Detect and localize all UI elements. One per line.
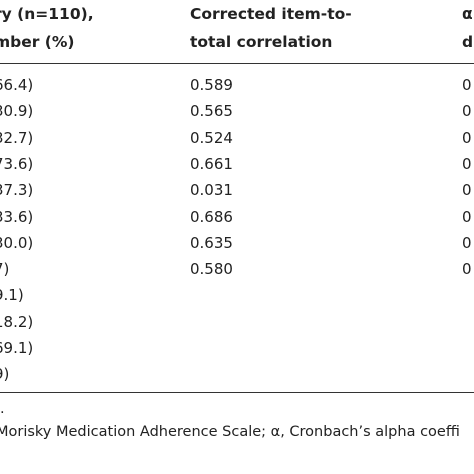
table-cell: 37.3): [0, 181, 34, 200]
table-cell: 0: [462, 128, 472, 147]
footnote: l.: [0, 401, 5, 417]
table-cell: 0.635: [190, 233, 233, 252]
table-cell: 66.4): [0, 76, 34, 94]
table-cell: 0.589: [190, 76, 233, 94]
table-cell: 0: [462, 76, 472, 94]
table-cell: 0.031: [190, 181, 233, 200]
header-cell: mber (%): [0, 33, 75, 51]
table-cell: 0: [462, 102, 472, 121]
footnote: Morisky Medication Adherence Scale; α, C…: [0, 424, 460, 440]
table-cell: 69.1): [0, 339, 34, 357]
table-cell: 9): [0, 365, 10, 384]
table-cell: 18.2): [0, 312, 34, 331]
table-cell: 0.686: [190, 207, 233, 226]
table-cell: 0.580: [190, 260, 233, 279]
table-cell: 9.1): [0, 286, 24, 305]
header-rule: [0, 63, 474, 64]
header-cell: d: [462, 33, 474, 51]
table-cell: 0.524: [190, 128, 233, 147]
table-cell: 0: [462, 260, 472, 279]
table-cell: 33.6): [0, 207, 34, 226]
table-cell: 0.661: [190, 154, 233, 173]
table-cell: 0: [462, 207, 472, 226]
table-cell: 7): [0, 260, 10, 279]
table-cell: 30.0): [0, 233, 34, 252]
table-cell: 73.6): [0, 154, 34, 173]
header-cell: Corrected item-to-: [190, 5, 352, 23]
header-cell: α: [462, 5, 473, 23]
table-cell: 0: [462, 154, 472, 173]
table-cell: 30.9): [0, 102, 34, 121]
table-cell: 0: [462, 181, 472, 200]
table-cell: 0: [462, 233, 472, 252]
table-cell: 32.7): [0, 128, 34, 147]
bottom-rule: [0, 392, 474, 393]
header-cell: ry (n=110),: [0, 5, 94, 23]
header-cell: total correlation: [190, 33, 333, 51]
table-cell: 0.565: [190, 102, 233, 121]
